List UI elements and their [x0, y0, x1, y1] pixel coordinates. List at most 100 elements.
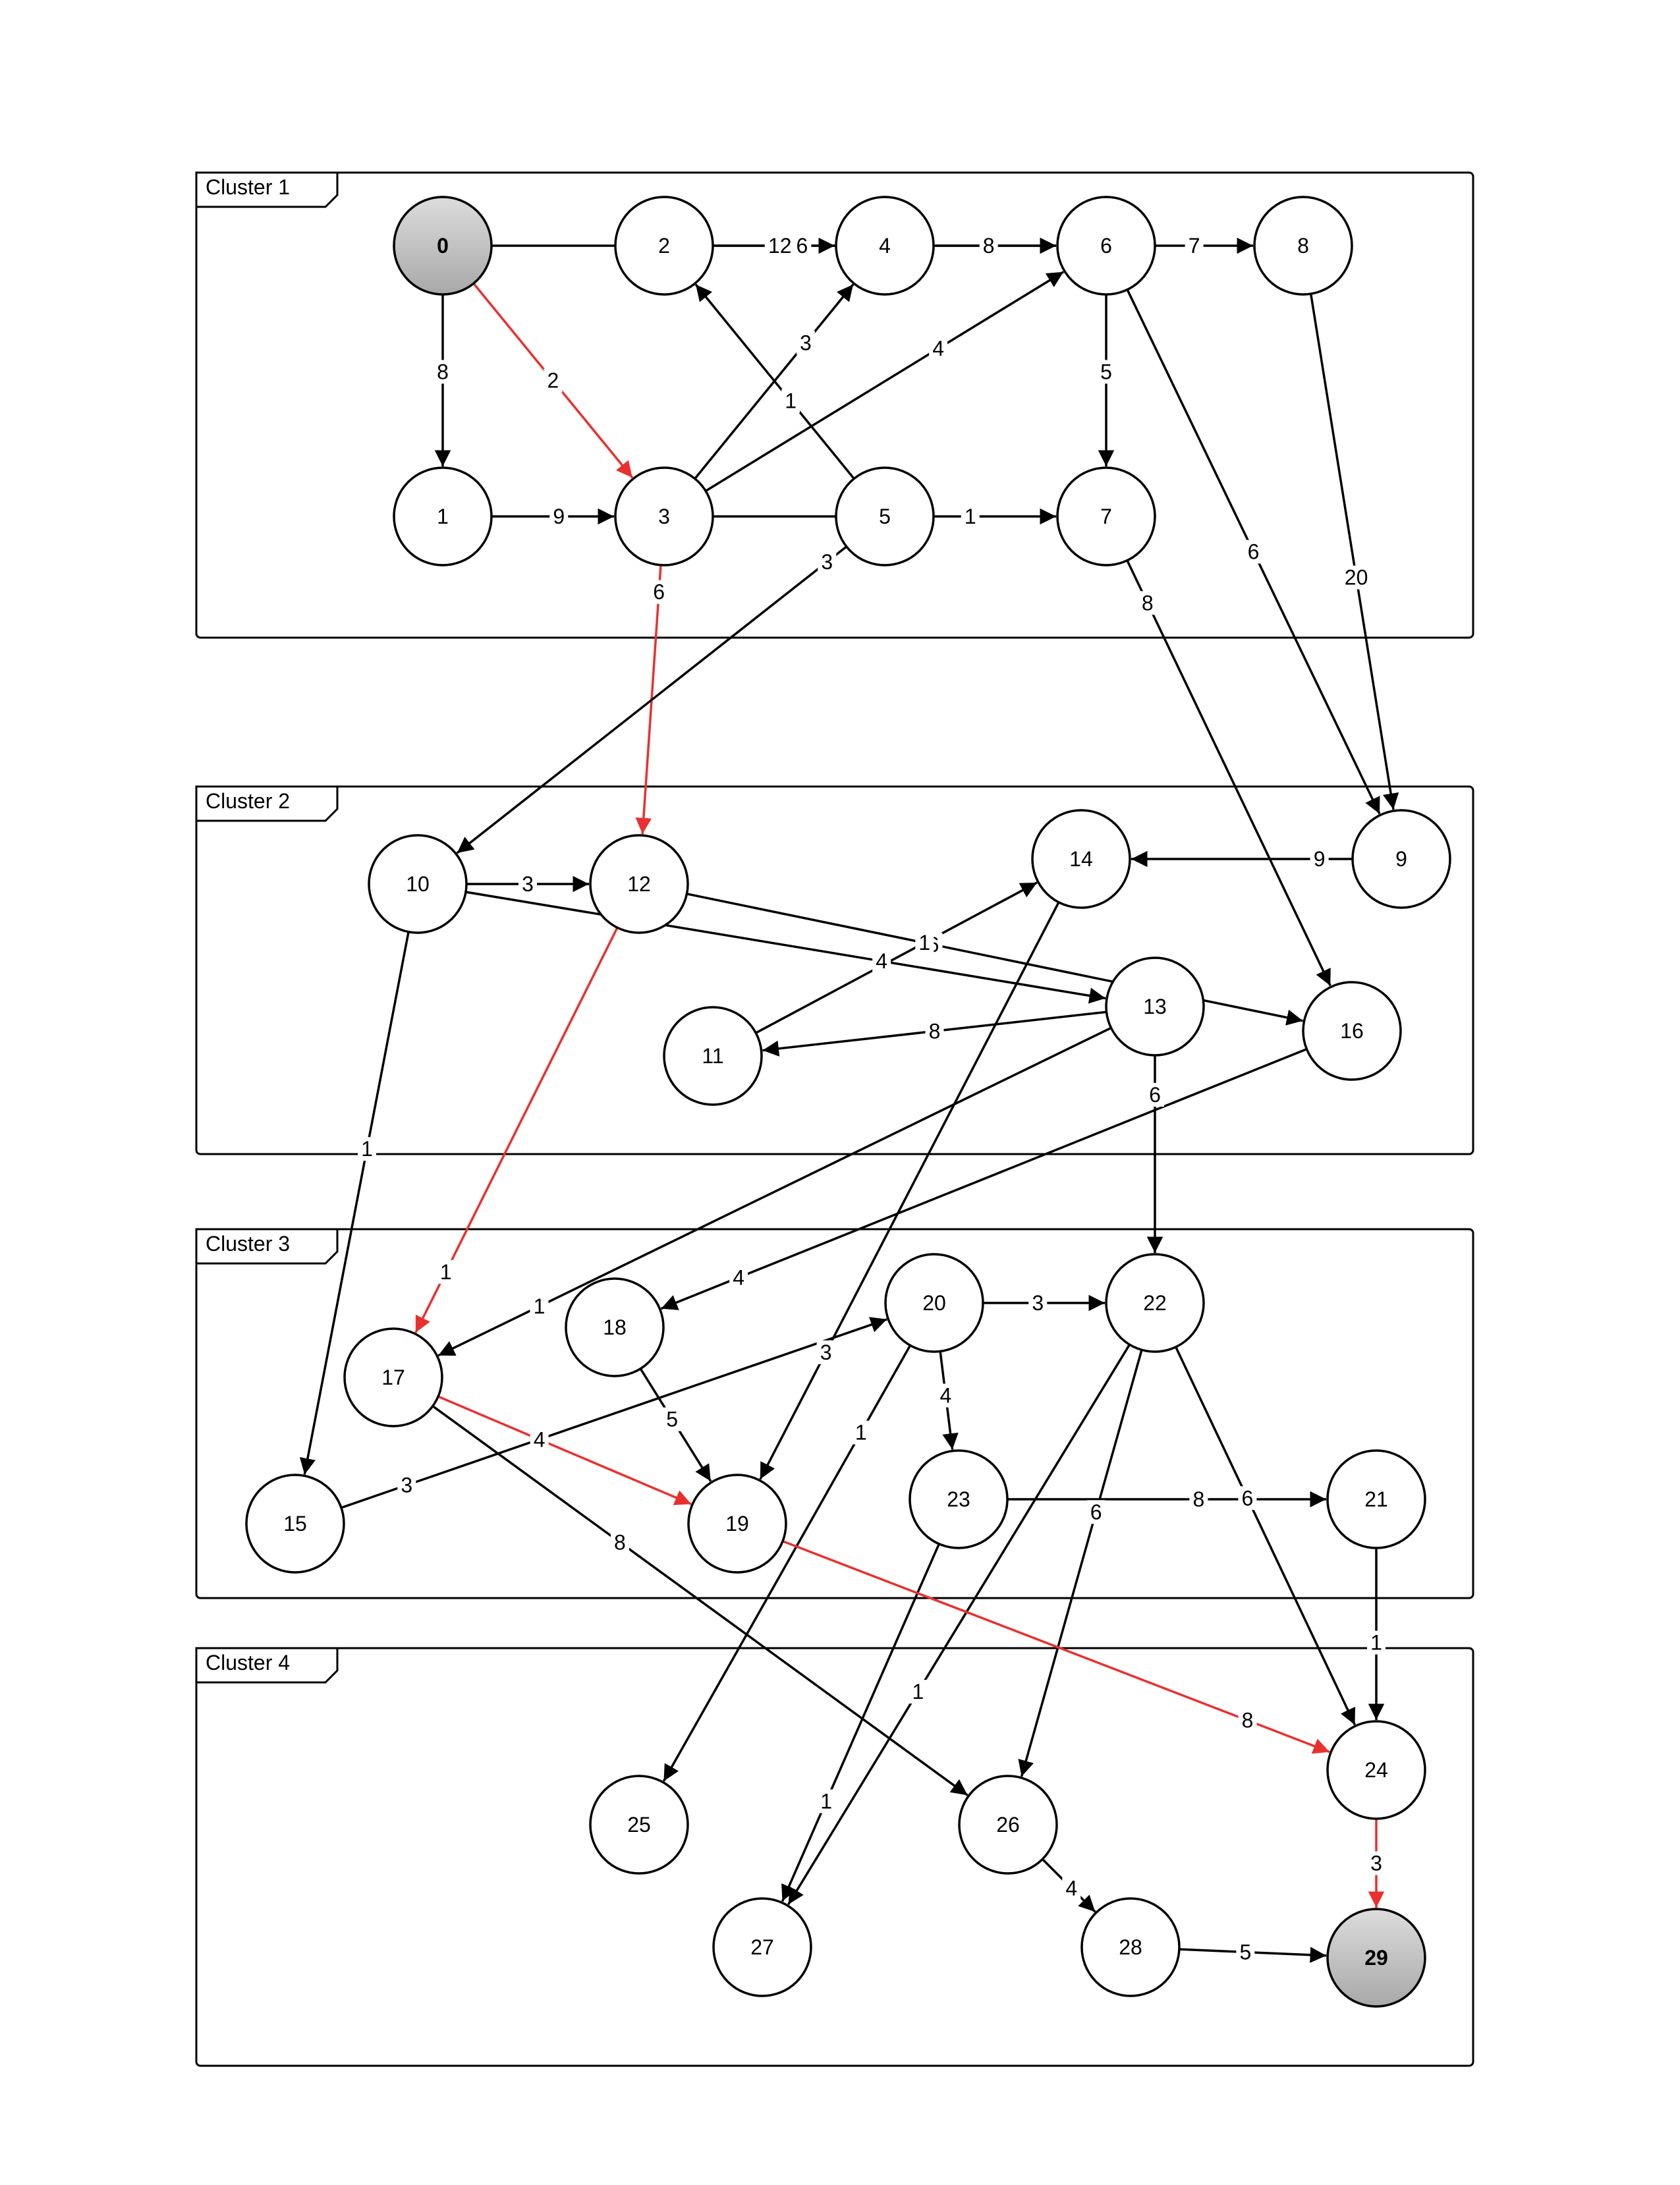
node-16: 16 [1302, 981, 1402, 1081]
edge-13-to-17 [437, 1026, 1112, 1357]
edge-weight-3-to-6: 4 [929, 337, 948, 361]
edge-weight-label: 9 [553, 505, 565, 528]
node-10: 10 [368, 834, 468, 934]
edge-weight-0-to-1: 8 [434, 360, 452, 384]
edge-weight-background [915, 931, 934, 955]
node-circle [614, 466, 714, 567]
node-12: 12 [589, 834, 689, 934]
node-label: 24 [1364, 1758, 1388, 1782]
edge-weight-background [909, 1680, 928, 1704]
node-circle [1105, 956, 1205, 1057]
edge-weight-label: 3 [800, 331, 812, 354]
edge-weight-label: 3 [401, 1474, 412, 1497]
node-29: 29 [1326, 1908, 1426, 2008]
node-circle [909, 1449, 1009, 1549]
edge-weight-label: 1 [440, 1260, 452, 1284]
edge-weight-13-to-17: 1 [530, 1294, 549, 1319]
node-circle [1351, 809, 1451, 909]
edge-weight-label: 8 [1142, 591, 1154, 615]
node-8: 8 [1253, 196, 1353, 296]
cluster-3-label: Cluster 3 [206, 1232, 290, 1256]
edge-weight-background [1062, 1876, 1081, 1900]
edge-weight-label: 8 [929, 1019, 941, 1043]
edge-weight-background [1097, 360, 1115, 384]
edge-weight-background [1028, 1291, 1048, 1315]
edge-weight-background [979, 234, 998, 258]
edge-weight-label: 1 [918, 931, 930, 954]
node-label: 3 [658, 505, 670, 528]
edge-weight-background [1367, 1851, 1386, 1875]
node-1: 1 [393, 466, 493, 567]
cluster-4-frame [195, 1647, 1474, 2067]
node-label: 21 [1364, 1487, 1388, 1511]
edge-22-to-27 [787, 1344, 1131, 1906]
edge-3-to-6 [705, 271, 1065, 492]
node-circle [835, 196, 935, 296]
node-18: 18 [565, 1277, 665, 1377]
node-circle [884, 1253, 984, 1353]
edge-weight-2-to-4: 12 [764, 234, 795, 258]
edge-weight-label: 2 [547, 369, 559, 393]
node-21: 21 [1326, 1449, 1426, 1549]
node-label: 10 [406, 872, 430, 896]
node-20: 20 [884, 1253, 984, 1353]
edge-weight-10-to-13: 4 [872, 949, 891, 974]
edge-weight-6-to-7: 5 [1097, 360, 1115, 384]
node-19: 19 [687, 1474, 787, 1574]
edge-15-to-20 [341, 1317, 887, 1509]
node-circle [393, 466, 493, 567]
edge-weight-layer: 6821287934151620638369148611143334548186… [357, 234, 1386, 1964]
edge-weight-label: 4 [940, 1384, 952, 1408]
node-label: 15 [283, 1512, 307, 1535]
edge-weight-background [764, 234, 795, 258]
cluster-1: Cluster 1 [195, 171, 1474, 639]
edge-weight-background [872, 949, 891, 974]
node-label: 23 [947, 1487, 970, 1511]
edge-weight-label: 3 [522, 872, 534, 896]
node-label: 17 [381, 1366, 405, 1389]
edge-10-to-13 [465, 891, 1106, 1004]
node-label: 18 [603, 1315, 627, 1339]
edge-weight-10-to-12: 3 [518, 872, 537, 896]
edge-weight-label: 6 [1149, 1083, 1161, 1107]
node-14: 14 [1031, 809, 1131, 909]
edge-weight-14-to-19: 3 [816, 1341, 835, 1364]
edge-weight-background [1238, 1486, 1257, 1510]
edge-weight-label: 20 [1345, 566, 1368, 590]
edge-weight-label: 3 [820, 1341, 832, 1364]
cluster-2-frame [195, 785, 1474, 1155]
node-28: 28 [1080, 1897, 1181, 1997]
node-label: 13 [1143, 995, 1167, 1018]
node-circle [958, 1775, 1058, 1875]
edge-weight-background [434, 360, 452, 384]
node-circle [712, 1897, 812, 1997]
edge-weight-background [357, 1137, 376, 1161]
edge-weight-20-to-22: 3 [1028, 1291, 1048, 1315]
edge-weight-5-to-10: 3 [818, 550, 837, 574]
edge-weight-10-to-15: 1 [357, 1137, 376, 1161]
node-7: 7 [1056, 466, 1156, 567]
edge-weight-background [1236, 1940, 1255, 1964]
edge-weight-label: 8 [1193, 1487, 1205, 1511]
node-circle [614, 196, 714, 296]
edge-10-to-15 [299, 931, 410, 1475]
edge-weight-label: 6 [796, 234, 808, 258]
node-13: 13 [1105, 956, 1205, 1057]
edge-weight-label: 1 [361, 1137, 373, 1161]
edge-weight-13-to-22: 6 [1146, 1083, 1164, 1107]
edge-weight-label: 6 [1090, 1500, 1102, 1524]
edge-weight-8-to-9: 20 [1341, 565, 1372, 590]
edge-weight-background [961, 505, 980, 528]
edge-weight-background [1189, 1487, 1208, 1511]
edge-weight-label: 1 [820, 1789, 832, 1813]
edge-weight-13-to-11: 8 [925, 1019, 944, 1043]
edge-weight-0-to-3: 2 [544, 368, 563, 393]
node-label: 28 [1119, 1935, 1142, 1959]
edge-weight-label: 1 [534, 1294, 546, 1318]
edge-weight-label: 6 [1241, 1486, 1253, 1510]
node-label: 20 [922, 1291, 946, 1315]
edge-weight-5-to-2: 1 [781, 389, 800, 413]
edge-weight-3-to-4: 3 [796, 331, 815, 355]
node-circle [835, 466, 935, 567]
edge-weight-background [817, 1789, 836, 1813]
